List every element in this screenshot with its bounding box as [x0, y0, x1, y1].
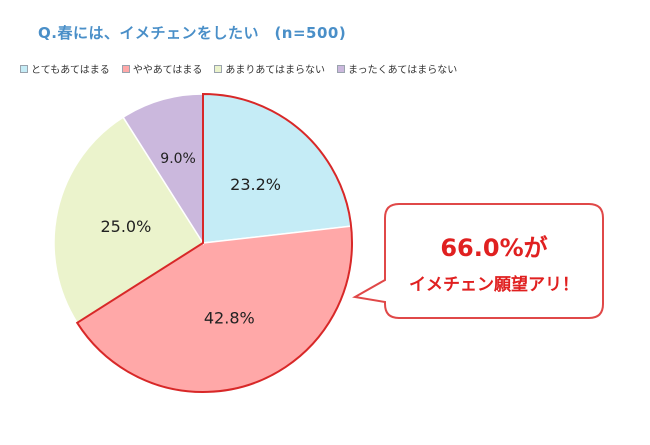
legend-label-somewhat: ややあてはまる — [132, 65, 203, 76]
pie-slice-very — [202, 93, 352, 244]
legend-swatch-not-much — [214, 64, 223, 73]
legend-swatch-somewhat — [121, 64, 130, 73]
slice-label-somewhat: 42.8% — [204, 309, 255, 328]
pie-slices — [53, 92, 353, 393]
chart-title: Q.春には、イメチェンをしたい (n=500) — [38, 24, 347, 42]
slice-label-not-much: 25.0% — [100, 217, 151, 236]
legend-item-not-at-all: まったくあてはまらない — [337, 61, 457, 76]
callout-box: 66.0%が イメチェン願望アリ！ — [352, 203, 604, 319]
callout-line-1: 66.0%が — [440, 234, 547, 262]
pie-slice-not-at-all — [122, 93, 204, 246]
callout-line-2: イメチェン願望アリ！ — [409, 274, 579, 295]
legend-label-not-at-all: まったくあてはまらない — [348, 65, 458, 76]
legend: とてもあてはまる ややあてはまる あまりあてはまらない まったくあてはまらない — [20, 61, 469, 76]
callout-shape — [352, 203, 604, 319]
slice-label-very: 23.2% — [230, 175, 281, 194]
legend-item-not-much: あまりあてはまらない — [214, 61, 325, 76]
slice-label-not-at-all: 9.0% — [160, 151, 196, 167]
pie-slice-labels: 23.2% 42.8% 25.0% 9.0% — [100, 151, 281, 327]
pie-slice-not-much — [53, 116, 205, 324]
legend-swatch-not-at-all — [337, 64, 346, 73]
legend-item-somewhat: ややあてはまる — [121, 61, 203, 76]
legend-label-not-much: あまりあてはまらない — [225, 65, 326, 76]
legend-swatch-very — [20, 64, 28, 73]
highlight-outline — [75, 92, 353, 393]
legend-item-very: とてもあてはまる — [20, 61, 110, 76]
legend-label-very: とてもあてはまる — [31, 65, 110, 76]
